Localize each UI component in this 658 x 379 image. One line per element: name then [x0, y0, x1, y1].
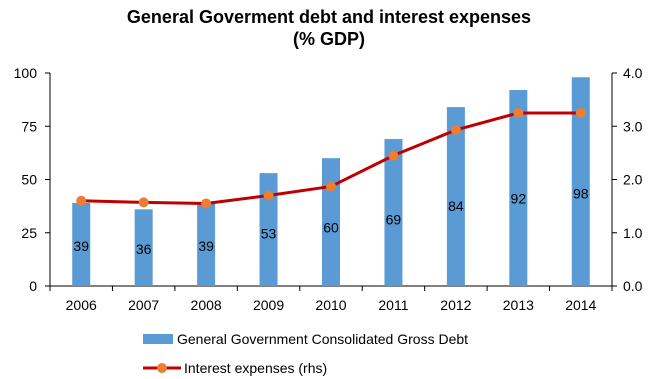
debt-bar — [72, 202, 91, 286]
debt-bar — [446, 107, 465, 286]
chart-title-line1: General Goverment debt and interest expe… — [126, 7, 532, 27]
debt-bar — [322, 158, 340, 286]
debt-bar-label: 69 — [386, 211, 402, 227]
chart-legend: General Government Consolidated Gross De… — [143, 331, 468, 376]
debt-bar-label: 92 — [511, 191, 527, 207]
debt-bar-label: 39 — [198, 238, 214, 254]
y-left-tick-label: 25 — [21, 225, 37, 241]
bar-series: 39 36 39 53 60 69 84 92 98 — [72, 77, 590, 286]
x-tick-label: 2006 — [66, 297, 97, 313]
debt-bar-label: 84 — [448, 198, 464, 214]
debt-bar — [384, 139, 403, 286]
legend-swatch-debt — [143, 334, 173, 344]
x-tick-label: 2009 — [253, 297, 284, 313]
interest-marker — [575, 107, 586, 118]
y-right-tick-label: 1.0 — [623, 225, 643, 241]
debt-bar-label: 60 — [323, 219, 339, 235]
y-left-tick-label: 75 — [21, 118, 37, 134]
debt-bar — [509, 90, 528, 286]
interest-marker — [138, 197, 149, 208]
interest-marker — [513, 107, 524, 118]
debt-bar-label: 39 — [73, 238, 89, 254]
x-tick-label: 2010 — [315, 297, 346, 313]
line-series — [76, 107, 586, 209]
interest-marker — [76, 195, 87, 206]
legend-swatch-interest-marker — [157, 363, 167, 373]
y-right-tick-label: 3.0 — [623, 118, 643, 134]
x-tick-label: 2008 — [191, 297, 222, 313]
interest-marker — [388, 150, 399, 161]
debt-bar — [259, 173, 278, 286]
debt-bar — [571, 77, 590, 286]
y-right-tick-label: 4.0 — [623, 65, 643, 81]
x-tick-label: 2012 — [440, 297, 471, 313]
chart-title-line2: (% GDP) — [293, 29, 365, 49]
y-left-tick-label: 0 — [29, 278, 37, 294]
x-tick-label: 2013 — [503, 297, 534, 313]
x-tick-label: 2007 — [128, 297, 159, 313]
interest-marker — [326, 181, 336, 192]
interest-marker — [201, 198, 212, 209]
debt-bar-label: 98 — [573, 185, 589, 201]
legend-label-debt: General Government Consolidated Gross De… — [177, 331, 468, 347]
debt-bar-label: 53 — [261, 226, 277, 242]
interest-marker — [263, 190, 274, 201]
debt-bar — [197, 202, 216, 286]
debt-bar — [134, 209, 153, 286]
y-left-tick-label: 100 — [14, 65, 38, 81]
x-tick-label: 2014 — [565, 297, 596, 313]
legend-label-interest: Interest expenses (rhs) — [184, 360, 327, 376]
y-right-tick-label: 2.0 — [623, 172, 643, 188]
chart-title: General Goverment debt and interest expe… — [0, 6, 658, 50]
debt-bar-label: 36 — [136, 241, 152, 257]
interest-marker — [450, 124, 461, 135]
x-tick-label: 2011 — [378, 297, 408, 313]
y-right-tick-label: 0.0 — [623, 278, 643, 294]
y-left-tick-label: 50 — [21, 172, 37, 188]
